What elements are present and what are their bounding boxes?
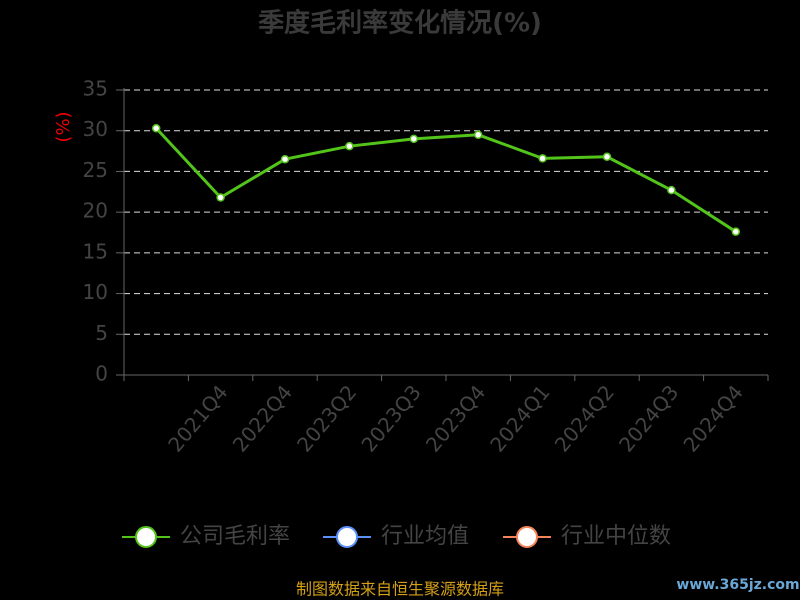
x-tick-label: 2023Q2 bbox=[292, 380, 361, 456]
x-tick-label: 2024Q4 bbox=[678, 380, 747, 456]
y-tick-label: 0 bbox=[95, 362, 108, 386]
x-tick-label: 2024Q3 bbox=[614, 380, 683, 456]
legend-marker bbox=[516, 526, 538, 548]
y-tick-label: 5 bbox=[95, 321, 108, 345]
data-point bbox=[216, 193, 225, 202]
x-tick-label: 2021Q4 bbox=[163, 380, 232, 456]
legend-label: 公司毛利率 bbox=[180, 524, 290, 549]
data-point bbox=[409, 134, 419, 144]
x-tick-label: 2024Q2 bbox=[550, 380, 619, 456]
source-note: 制图数据来自恒生聚源数据库 bbox=[296, 580, 504, 599]
data-point bbox=[538, 154, 547, 163]
data-point bbox=[151, 124, 161, 133]
chart-title: 季度毛利率变化情况(%) bbox=[258, 8, 542, 39]
y-tick-label: 25 bbox=[83, 158, 108, 182]
y-tick-label: 10 bbox=[83, 280, 108, 304]
watermark: www.365jz.com bbox=[676, 577, 799, 593]
y-tick-label: 35 bbox=[83, 77, 108, 101]
legend-label: 行业中位数 bbox=[561, 524, 671, 549]
legend-marker bbox=[135, 526, 157, 548]
data-point bbox=[473, 130, 483, 140]
legend-label: 行业均值 bbox=[381, 524, 469, 549]
y-tick-label: 30 bbox=[83, 117, 108, 141]
data-point bbox=[280, 154, 290, 164]
data-point bbox=[667, 185, 676, 195]
series-line bbox=[155, 127, 737, 233]
legend-marker bbox=[336, 526, 358, 548]
y-tick-label: 15 bbox=[83, 239, 108, 263]
data-point bbox=[731, 227, 741, 236]
y-tick-label: 20 bbox=[83, 199, 108, 223]
x-tick-label: 2023Q3 bbox=[356, 380, 425, 456]
x-tick-label: 2024Q1 bbox=[485, 380, 554, 456]
x-tick-label: 2023Q4 bbox=[421, 380, 490, 456]
data-point bbox=[602, 152, 612, 162]
y-axis-label: (%) bbox=[53, 111, 74, 142]
x-tick-label: 2022Q4 bbox=[228, 380, 297, 456]
data-point bbox=[345, 141, 354, 151]
